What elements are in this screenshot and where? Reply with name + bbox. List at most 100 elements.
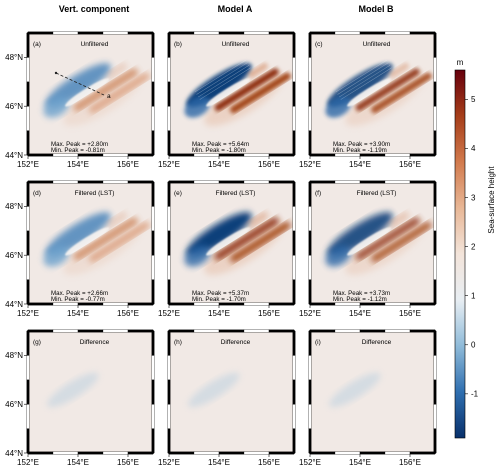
- x-tick-label: 154°E: [208, 160, 230, 169]
- panel-title: Filtered (LST): [357, 190, 397, 197]
- x-tick-label: 156°E: [258, 309, 280, 318]
- panel-title: Difference: [80, 339, 110, 346]
- panel-title: Unfiltered: [363, 41, 391, 48]
- panel-letter: (b): [174, 41, 182, 48]
- panel-background: [28, 331, 153, 453]
- min-peak-label: Min. Peak = -1.70m: [192, 296, 246, 303]
- ssh-field: [47, 371, 139, 416]
- panel-h: 152°E 154°E 156°E (h) Difference: [158, 329, 296, 467]
- profile-line: a: [54, 71, 111, 100]
- panel-c: 152°E 154°E 156°E (c) Unfiltered Max. Peak = …: [299, 31, 437, 169]
- panel-title: Unfiltered: [81, 41, 109, 48]
- column-title-model-a: Model A: [218, 4, 253, 14]
- x-tick-label: 152°E: [158, 309, 180, 318]
- x-tick-label: 152°E: [17, 160, 39, 169]
- panel-letter: (i): [315, 339, 321, 346]
- panel-e: 152°E 154°E 156°E (e) Filtered (LST) Max. Pea…: [158, 180, 296, 318]
- colorbar-tick-label: 1: [471, 291, 476, 300]
- y-tick-label: 44°N: [5, 449, 23, 458]
- x-tick-label: 156°E: [117, 458, 139, 467]
- y-tick-label: 46°N: [5, 102, 23, 111]
- y-tick-label: 46°N: [5, 400, 23, 409]
- ssh-field: [325, 211, 432, 276]
- panel-letter: (g): [33, 339, 41, 346]
- panel-background: [169, 331, 294, 453]
- max-peak-label: Max. Peak = +3.90m: [333, 141, 390, 148]
- x-tick-label: 156°E: [258, 160, 280, 169]
- x-tick-label: 152°E: [17, 458, 39, 467]
- x-tick-label: 154°E: [349, 458, 371, 467]
- max-peak-label: Max. Peak = +5.37m: [192, 290, 249, 297]
- colorbar-tick-label: 3: [471, 193, 476, 202]
- x-tick-label: 156°E: [399, 458, 421, 467]
- panel-letter: (d): [33, 190, 41, 197]
- panel-letter: (a): [33, 41, 41, 48]
- panel-title: Difference: [221, 339, 251, 346]
- min-peak-label: Min. Peak = -0.81m: [51, 147, 105, 154]
- ssh-field: [184, 211, 291, 276]
- panel-f: 152°E 154°E 156°E (f) Filtered (LST) Max. Pea…: [299, 180, 437, 318]
- min-peak-label: Min. Peak = -1.12m: [333, 296, 387, 303]
- colorbar-unit: m: [457, 58, 464, 67]
- panel-letter: (f): [315, 190, 321, 197]
- min-peak-label: Min. Peak = -1.80m: [192, 147, 246, 154]
- panel-b: 152°E 154°E 156°E (b) Unfiltered Max. Peak = …: [158, 31, 296, 169]
- ssh-field: [184, 59, 291, 127]
- y-tick-label: 44°N: [5, 300, 23, 309]
- colorbar-tick-label: 5: [471, 95, 476, 104]
- min-peak-label: Min. Peak = -1.19m: [333, 147, 387, 154]
- max-peak-label: Max. Peak = +5.64m: [192, 141, 249, 148]
- column-title-vert-component: Vert. component: [59, 4, 130, 14]
- panel-title: Filtered (LST): [216, 190, 256, 197]
- ssh-field: [329, 371, 421, 416]
- profile-endpoint-label: a: [107, 93, 111, 100]
- panel-letter: (c): [315, 41, 323, 48]
- column-title-model-b: Model B: [359, 4, 394, 14]
- panel-g: 152°E 154°E 156°E 44°N 46°N 48°N (g) Difference: [5, 329, 155, 467]
- panel-grid: a 152°E 154°E 156°E 44°N 46°N 48°N (a) Unfiltere…: [5, 31, 437, 467]
- panel-background: [310, 331, 435, 453]
- x-tick-label: 156°E: [117, 309, 139, 318]
- panel-letter: (e): [174, 190, 182, 197]
- panel-letter: (h): [174, 339, 182, 346]
- colorbar-tick-label: 2: [471, 242, 476, 251]
- min-peak-label: Min. Peak = -0.77m: [51, 296, 105, 303]
- x-tick-label: 156°E: [399, 160, 421, 169]
- y-tick-label: 48°N: [5, 53, 23, 62]
- x-tick-label: 154°E: [67, 458, 89, 467]
- colorbar-tick-label: 0: [471, 340, 476, 349]
- x-tick-label: 156°E: [117, 160, 139, 169]
- panel-a: a 152°E 154°E 156°E 44°N 46°N 48°N (a) Unfiltere…: [5, 31, 155, 169]
- x-tick-label: 152°E: [299, 458, 321, 467]
- panel-i: 152°E 154°E 156°E (i) Difference: [299, 329, 437, 467]
- colorbar-tick-label: -1: [471, 390, 479, 399]
- max-peak-label: Max. Peak = +2.80m: [51, 141, 108, 148]
- panel-title: Difference: [362, 339, 392, 346]
- x-tick-label: 154°E: [349, 309, 371, 318]
- ssh-field: [43, 62, 150, 127]
- x-tick-label: 152°E: [299, 309, 321, 318]
- max-peak-label: Max. Peak = +2.66m: [51, 290, 108, 297]
- x-tick-label: 152°E: [17, 309, 39, 318]
- colorbar-ramp: [454, 69, 466, 439]
- x-tick-label: 152°E: [158, 160, 180, 169]
- x-tick-label: 154°E: [67, 160, 89, 169]
- ssh-field: [325, 59, 432, 127]
- x-tick-label: 154°E: [208, 458, 230, 467]
- colorbar-ticks: -1 0 1 2 3 4 5: [465, 95, 479, 399]
- ssh-field: [43, 211, 150, 276]
- x-tick-label: 154°E: [67, 309, 89, 318]
- y-tick-label: 48°N: [5, 202, 23, 211]
- y-tick-label: 46°N: [5, 251, 23, 260]
- x-tick-label: 154°E: [349, 160, 371, 169]
- x-tick-label: 152°E: [158, 458, 180, 467]
- colorbar-tick-label: 4: [471, 144, 476, 153]
- colorbar-title: Sea-surface height: [487, 166, 496, 234]
- x-tick-label: 156°E: [258, 458, 280, 467]
- panel-d: 152°E 154°E 156°E 44°N 46°N 48°N (d) Filtered (…: [5, 180, 155, 318]
- x-tick-label: 156°E: [399, 309, 421, 318]
- colorbar: m -1 0 1 2 3 4 5 Sea-surface height: [454, 58, 496, 439]
- x-tick-label: 154°E: [208, 309, 230, 318]
- y-tick-label: 44°N: [5, 151, 23, 160]
